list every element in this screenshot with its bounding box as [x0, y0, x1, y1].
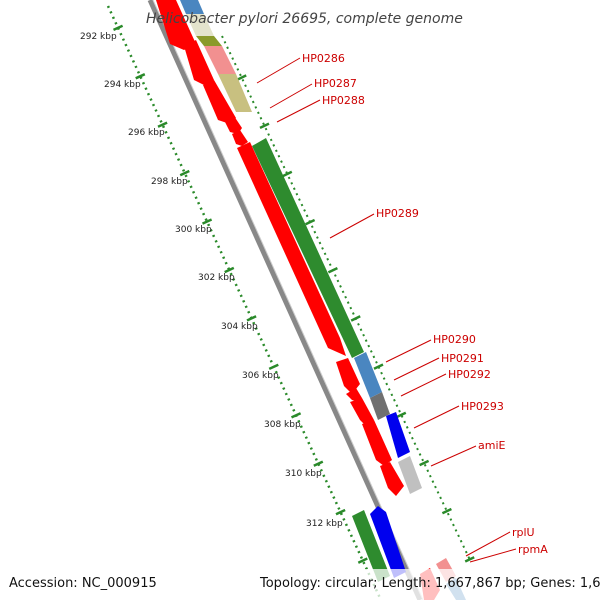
gene-label-hp0292[interactable]: HP0292 — [448, 368, 491, 381]
kbp-label-300: 300 kbp — [175, 225, 212, 235]
inner-major-tick-0 — [236, 74, 247, 81]
gene-label-hp0293[interactable]: HP0293 — [461, 400, 504, 413]
kbp-label-310: 310 kbp — [285, 469, 322, 479]
inner-major-tick-7 — [396, 411, 407, 419]
cog-block-top-blue — [180, 0, 204, 14]
cds-arrow-hp0291 — [346, 388, 362, 402]
cog-block-gray-hp0292 — [370, 392, 390, 420]
inner-major-tick-2 — [282, 170, 293, 178]
cds-arrow-hp0289 — [237, 142, 346, 356]
leader-hp0287 — [269, 83, 313, 109]
cog-block-olive — [218, 74, 252, 112]
cog-block-green-lower — [352, 510, 390, 582]
cog-block-lightgray-amie — [398, 456, 422, 494]
scale-major-tick-4 — [201, 218, 213, 225]
leader-amie — [430, 445, 477, 467]
gene-label-amie[interactable]: amiE — [478, 439, 506, 452]
inner-dotted-ring — [221, 35, 471, 561]
cog-block-blue-hp0290 — [354, 352, 382, 398]
inner-major-tick-10 — [464, 556, 475, 563]
cds-arrow-hp0290 — [336, 358, 360, 394]
leader-hp0286 — [256, 57, 301, 84]
cds-track — [156, 0, 440, 600]
leader-rpma — [469, 548, 517, 563]
gene-label-hp0290[interactable]: HP0290 — [433, 333, 476, 346]
cds-arrow-amie — [380, 462, 404, 496]
scale-major-tick-6 — [246, 315, 257, 322]
inner-major-tick-8 — [419, 459, 430, 467]
inner-major-tick-4 — [327, 266, 338, 274]
leader-rplu — [465, 531, 511, 557]
kbp-label-308: 308 kbp — [264, 420, 301, 430]
gene-label-hp0289[interactable]: HP0289 — [376, 207, 419, 220]
scale-major-tick-2 — [157, 121, 168, 128]
inner-major-tick-5 — [350, 315, 361, 322]
scale-major-tick-9 — [313, 460, 324, 467]
footer-background — [0, 569, 600, 600]
cog-block-navy-lower — [370, 506, 406, 578]
kbp-label-298: 298 kbp — [151, 177, 188, 187]
inner-ticks — [236, 74, 475, 563]
accession-text: Accession: NC_000915 — [9, 576, 157, 591]
inner-major-tick-3 — [305, 218, 316, 226]
kbp-label-304: 304 kbp — [221, 322, 258, 332]
gene-label-rplu[interactable]: rplU — [512, 526, 535, 539]
scale-major-tick-10 — [335, 508, 346, 516]
scale-major-tick-7 — [268, 363, 279, 371]
scale-dotted-ring — [106, 5, 382, 599]
cds-arrow-hp0287 — [203, 80, 236, 124]
kbp-label-302: 302 kbp — [198, 273, 235, 283]
cog-block-olive-dark — [196, 36, 222, 46]
scale-ticks — [112, 24, 368, 564]
cog-block-pink — [204, 46, 236, 74]
genome-backbone-highlight — [152, 0, 424, 600]
leader-hp0291 — [393, 357, 440, 381]
scale-major-tick-3 — [179, 169, 190, 177]
cog-block-top-pale — [186, 14, 214, 36]
gene-label-hp0287[interactable]: HP0287 — [314, 77, 357, 90]
scale-major-tick-11 — [357, 557, 368, 564]
kbp-label-296: 296 kbp — [128, 128, 165, 138]
cds-arrow-hp0286 — [184, 40, 214, 86]
scale-major-tick-5 — [224, 266, 235, 274]
kbp-label-294: 294 kbp — [104, 80, 141, 90]
cog-block-green-hp0289 — [252, 138, 364, 358]
gene-label-hp0286[interactable]: HP0286 — [302, 52, 345, 65]
cds-arrow-hp0285 — [156, 0, 196, 50]
kbp-label-292: 292 kbp — [80, 32, 117, 42]
scale-major-tick-8 — [290, 412, 302, 419]
kbp-label-312: 312 kbp — [306, 519, 343, 529]
scale-major-tick-0 — [112, 24, 124, 32]
scale-major-tick-1 — [135, 73, 146, 80]
leader-hp0293 — [413, 405, 460, 429]
inner-major-tick-9 — [441, 507, 452, 515]
gene-label-hp0288[interactable]: HP0288 — [322, 94, 365, 107]
cds-arrow-hp0288a — [224, 116, 242, 134]
leader-hp0289 — [329, 213, 375, 239]
leader-hp0290 — [385, 339, 432, 363]
gene-label-rpma[interactable]: rpmA — [518, 543, 548, 556]
inner-major-tick-6 — [373, 363, 384, 370]
kbp-labels: 292 kbp 294 kbp 296 kbp 298 kbp 300 kbp … — [80, 32, 343, 529]
gene-labels: HP0286 HP0287 HP0288 HP0289 HP0290 HP029… — [302, 52, 548, 556]
leader-lines — [256, 57, 517, 563]
map-title: Helicobacter pylori 26695, complete geno… — [146, 11, 463, 27]
inner-major-tick-1 — [259, 122, 270, 130]
kbp-label-306: 306 kbp — [242, 371, 279, 381]
leader-hp0288 — [276, 99, 321, 123]
gene-label-hp0291[interactable]: HP0291 — [441, 352, 484, 365]
cog-block-navy-hp0293 — [386, 412, 410, 458]
genome-summary-text: Topology: circular; Length: 1,667,867 bp… — [259, 576, 600, 591]
genome-backbone — [147, 0, 423, 600]
cds-arrow-hp0292 — [350, 398, 374, 426]
cog-track — [180, 0, 466, 600]
cds-arrow-hp0293 — [362, 420, 392, 466]
cds-arrow-hp0288b — [232, 130, 248, 146]
leader-hp0292 — [400, 373, 447, 397]
